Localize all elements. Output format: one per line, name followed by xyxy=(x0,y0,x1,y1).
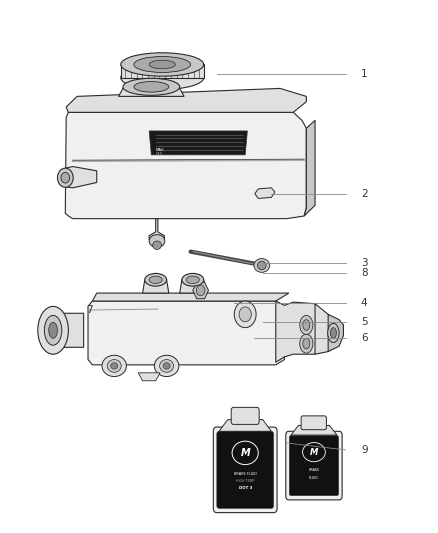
Text: MIN: MIN xyxy=(155,152,163,156)
Text: BRAKE: BRAKE xyxy=(308,469,320,472)
FancyBboxPatch shape xyxy=(213,427,277,513)
Text: 8: 8 xyxy=(361,268,367,278)
Ellipse shape xyxy=(303,338,310,349)
Ellipse shape xyxy=(44,316,62,345)
Text: 6: 6 xyxy=(361,333,367,343)
Polygon shape xyxy=(66,88,306,112)
Polygon shape xyxy=(255,188,275,198)
Text: 5: 5 xyxy=(361,317,367,327)
Text: 3: 3 xyxy=(361,258,367,268)
Ellipse shape xyxy=(154,356,179,376)
Polygon shape xyxy=(304,120,315,216)
Ellipse shape xyxy=(300,316,313,335)
Text: 4: 4 xyxy=(361,297,367,308)
Ellipse shape xyxy=(134,82,169,92)
Text: 1: 1 xyxy=(361,69,367,79)
Ellipse shape xyxy=(123,78,180,95)
Ellipse shape xyxy=(330,328,336,338)
FancyBboxPatch shape xyxy=(286,431,342,500)
Text: M: M xyxy=(240,448,250,458)
FancyBboxPatch shape xyxy=(217,431,274,508)
Polygon shape xyxy=(315,304,339,354)
Polygon shape xyxy=(65,112,306,219)
FancyBboxPatch shape xyxy=(289,435,339,496)
Ellipse shape xyxy=(328,324,339,343)
Ellipse shape xyxy=(254,259,270,272)
Ellipse shape xyxy=(134,56,191,72)
FancyBboxPatch shape xyxy=(301,416,326,430)
Polygon shape xyxy=(119,88,184,96)
Text: M: M xyxy=(310,448,318,457)
Ellipse shape xyxy=(149,60,175,69)
Polygon shape xyxy=(149,219,164,240)
Ellipse shape xyxy=(49,322,57,338)
Polygon shape xyxy=(149,131,247,155)
Ellipse shape xyxy=(239,307,251,322)
Ellipse shape xyxy=(121,66,204,90)
Ellipse shape xyxy=(182,273,204,286)
Ellipse shape xyxy=(186,276,199,284)
Ellipse shape xyxy=(303,320,310,330)
Ellipse shape xyxy=(38,306,68,354)
Ellipse shape xyxy=(163,363,170,369)
Polygon shape xyxy=(276,301,319,362)
Ellipse shape xyxy=(300,334,313,353)
Ellipse shape xyxy=(234,301,256,328)
Text: 9: 9 xyxy=(361,445,367,455)
Ellipse shape xyxy=(145,273,166,286)
Text: DOT 3: DOT 3 xyxy=(239,486,252,490)
Ellipse shape xyxy=(152,241,161,249)
Ellipse shape xyxy=(61,172,70,183)
Text: MAX: MAX xyxy=(155,148,164,151)
Polygon shape xyxy=(121,64,204,78)
Polygon shape xyxy=(88,301,285,365)
Ellipse shape xyxy=(107,360,121,372)
Polygon shape xyxy=(138,373,160,381)
Polygon shape xyxy=(65,166,97,188)
Text: 2: 2 xyxy=(361,189,367,199)
Ellipse shape xyxy=(159,360,173,372)
Ellipse shape xyxy=(149,235,165,247)
Text: HIGH TEMP: HIGH TEMP xyxy=(236,479,254,483)
Ellipse shape xyxy=(258,261,266,270)
FancyBboxPatch shape xyxy=(231,407,259,424)
Polygon shape xyxy=(180,280,206,293)
Ellipse shape xyxy=(57,168,73,187)
Ellipse shape xyxy=(149,276,162,284)
Polygon shape xyxy=(291,425,337,435)
Ellipse shape xyxy=(102,356,127,376)
Text: 7: 7 xyxy=(86,305,92,315)
Ellipse shape xyxy=(111,363,118,369)
Text: FLUID: FLUID xyxy=(309,476,319,480)
Polygon shape xyxy=(219,419,272,431)
Text: BRAKE FLUID: BRAKE FLUID xyxy=(234,472,257,475)
Polygon shape xyxy=(53,313,84,348)
Polygon shape xyxy=(92,293,289,301)
Ellipse shape xyxy=(196,285,205,296)
Polygon shape xyxy=(143,280,169,293)
Ellipse shape xyxy=(121,53,204,76)
Polygon shape xyxy=(328,314,343,352)
